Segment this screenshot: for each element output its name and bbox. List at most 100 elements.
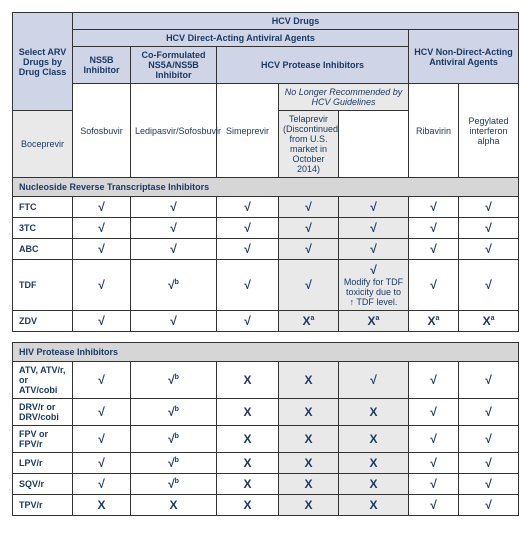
cell: X [339,426,409,453]
cell: √ [279,197,339,218]
header-protease: HCV Protease Inhibitors [217,47,409,84]
cell: √ [409,495,459,516]
cell-checkb: √b [131,399,217,426]
cell: X [217,474,279,495]
drug-sofosbuvir: Sofosbuvir [73,84,131,178]
row-3tc: 3TC √ √ √ √ √ √ √ [13,218,519,239]
cell: √ [73,362,131,399]
cell: X [279,453,339,474]
row-tpv: TPV/r X X X X X √ √ [13,495,519,516]
row-atv: ATV, ATV/r, or ATV/cobi √ √b X X √ √ √ [13,362,519,399]
cell: X [339,474,409,495]
section-hiv-pi-label: HIV Protease Inhibitors [13,343,519,362]
row-ftc-label: FTC [13,197,73,218]
cell: X [279,495,339,516]
cell: √ [459,474,519,495]
cell: √ [279,260,339,311]
row-3tc-label: 3TC [13,218,73,239]
row-fpv: FPV or FPV/r √ √b X X X √ √ [13,426,519,453]
section-nrti-label: Nucleoside Reverse Transcriptase Inhibit… [13,178,519,197]
cell: √ [131,218,217,239]
cell: √ [339,218,409,239]
cell: √ [131,239,217,260]
row-abc-label: ABC [13,239,73,260]
cell-checkb: √b [131,453,217,474]
row-sqv: SQV/r √ √b X X X √ √ [13,474,519,495]
cell: √ [339,362,409,399]
cell: √ [409,474,459,495]
cell-check: √ [343,263,404,277]
cell-crossa: Xa [339,311,409,332]
cell: √ [409,239,459,260]
cell: X [131,495,217,516]
cell: X [217,399,279,426]
row-drv-label: DRV/r or DRV/cobi [13,399,73,426]
section-nrti: Nucleoside Reverse Transcriptase Inhibit… [13,178,519,197]
cell: √ [131,197,217,218]
cell: X [217,453,279,474]
cell: √ [409,260,459,311]
cell: √ [459,399,519,426]
cell: √ [409,426,459,453]
cell: √ [339,239,409,260]
hcv-arv-table-1: Select ARV Drugs by Drug Class HCV Drugs… [12,12,519,332]
header-select-arv: Select ARV Drugs by Drug Class [13,13,73,111]
cell: √ [459,260,519,311]
cell: √ [409,197,459,218]
cell-checkb: √b [131,474,217,495]
cell: X [279,399,339,426]
cell: X [339,399,409,426]
header-nolonger: No Longer Recommended by HCV Guidelines [279,84,409,111]
cell: √ [279,239,339,260]
cell-checkb: √b [131,260,217,311]
row-drv: DRV/r or DRV/cobi √ √b X X X √ √ [13,399,519,426]
cell: √ [73,453,131,474]
cell: √ [73,260,131,311]
cell: √ [73,197,131,218]
cell: √ [217,239,279,260]
cell: √ [459,453,519,474]
cell-tdf-note: √ Modify for TDF toxicity due to ↑ TDF l… [339,260,409,311]
drug-ledipasvir: Ledipasvir/Sofosbuvir [131,84,217,178]
cell: √ [339,197,409,218]
cell-checkb: √b [131,426,217,453]
row-zdv-label: ZDV [13,311,73,332]
row-sqv-label: SQV/r [13,474,73,495]
cell: √ [409,453,459,474]
cell: √ [459,362,519,399]
header-hcv-drugs: HCV Drugs [73,13,519,30]
row-ftc: FTC √ √ √ √ √ √ √ [13,197,519,218]
cell: X [73,495,131,516]
row-tdf-label: TDF [13,260,73,311]
tdf-note-text: Modify for TDF toxicity due to ↑ TDF lev… [343,277,404,307]
cell: √ [73,474,131,495]
cell: √ [459,197,519,218]
cell-checkb: √b [131,362,217,399]
row-atv-label: ATV, ATV/r, or ATV/cobi [13,362,73,399]
cell: X [217,362,279,399]
row-fpv-label: FPV or FPV/r [13,426,73,453]
row-lpv-label: LPV/r [13,453,73,474]
cell: √ [279,218,339,239]
cell: √ [217,197,279,218]
drug-boceprevir: Boceprevir [13,111,73,178]
cell: √ [459,239,519,260]
cell: √ [73,311,131,332]
cell-crossa: Xa [459,311,519,332]
row-zdv: ZDV √ √ √ Xa Xa Xa Xa [13,311,519,332]
cell: √ [73,218,131,239]
drug-ribavirin: Ribavirin [409,84,459,178]
cell: √ [409,399,459,426]
cell-crossa: Xa [279,311,339,332]
cell: X [217,495,279,516]
cell: X [279,362,339,399]
row-tpv-label: TPV/r [13,495,73,516]
hcv-arv-table-2: HIV Protease Inhibitors ATV, ATV/r, or A… [12,342,519,516]
cell: √ [459,495,519,516]
drug-telaprevir: Telaprevir (Discontinued from U.S. marke… [279,111,339,178]
cell: √ [217,218,279,239]
drug-simeprevir: Simeprevir [217,84,279,178]
row-lpv: LPV/r √ √b X X X √ √ [13,453,519,474]
row-abc: ABC √ √ √ √ √ √ √ [13,239,519,260]
header-coformulated: Co-Formulated NS5A/NS5B Inhibitor [131,47,217,84]
